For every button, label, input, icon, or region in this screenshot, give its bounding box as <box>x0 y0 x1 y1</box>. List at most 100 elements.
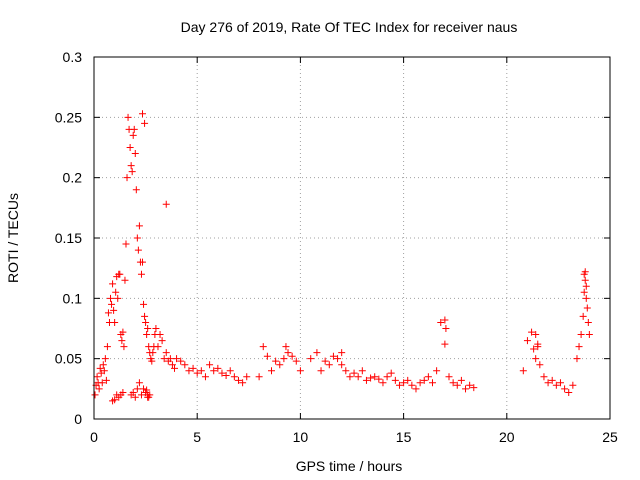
data-point <box>462 385 470 393</box>
data-point <box>582 282 590 290</box>
data-point <box>104 309 112 317</box>
data-point <box>121 276 129 284</box>
data-point <box>321 357 329 365</box>
data-point <box>416 379 424 387</box>
y-axis-label: ROTI / TECUs <box>5 193 21 283</box>
data-point <box>317 367 325 375</box>
data-point <box>109 280 117 288</box>
data-point <box>101 355 109 363</box>
data-point <box>119 388 127 396</box>
data-point <box>334 355 342 363</box>
data-point <box>532 331 540 339</box>
data-point <box>354 373 362 381</box>
y-tick-label: 0.15 <box>55 230 82 246</box>
data-point <box>449 379 457 387</box>
data-point <box>375 375 383 383</box>
data-point <box>239 379 247 387</box>
data-point <box>296 367 304 375</box>
data-point <box>145 393 153 401</box>
data-point <box>133 234 141 242</box>
data-point <box>98 379 106 387</box>
data-point <box>135 222 143 230</box>
data-point <box>193 369 201 377</box>
data-point <box>391 376 399 384</box>
data-point <box>272 357 280 365</box>
data-point <box>206 361 214 369</box>
data-point <box>129 388 137 396</box>
x-tick-label: 20 <box>499 429 515 445</box>
data-point <box>152 325 160 332</box>
data-point <box>137 391 145 399</box>
data-point <box>122 240 130 248</box>
data-point <box>358 367 366 375</box>
data-point <box>577 331 585 339</box>
data-point <box>185 367 193 375</box>
data-point <box>582 294 590 302</box>
data-point <box>342 367 350 375</box>
data-point <box>234 376 242 384</box>
data-point <box>130 125 138 133</box>
data-point <box>173 355 181 363</box>
x-tick-label: 10 <box>293 429 309 445</box>
x-axis: 0 5 10 15 20 25 <box>90 57 618 445</box>
data-point <box>127 162 135 170</box>
data-point <box>149 349 157 357</box>
data-point <box>259 343 267 351</box>
data-point <box>93 373 101 381</box>
data-point <box>120 343 128 351</box>
data-point <box>453 381 461 389</box>
data-point <box>111 318 119 326</box>
data-point <box>268 367 276 375</box>
data-point <box>280 355 288 363</box>
data-point <box>544 379 552 387</box>
data-point <box>437 318 445 326</box>
data-points <box>91 110 593 405</box>
chart-title: Day 276 of 2019, Rate Of TEC Index for r… <box>181 19 518 35</box>
data-point <box>367 374 375 382</box>
data-point <box>276 361 284 369</box>
data-point <box>379 379 387 387</box>
data-point <box>580 288 588 296</box>
data-point <box>102 376 110 384</box>
data-point <box>338 361 346 369</box>
data-point <box>133 385 141 393</box>
data-point <box>445 373 453 381</box>
data-point <box>168 361 176 369</box>
data-point <box>282 343 290 351</box>
data-point <box>143 331 151 339</box>
data-point <box>395 381 403 389</box>
data-point <box>263 352 271 360</box>
data-point <box>325 361 333 369</box>
data-point <box>569 381 577 389</box>
data-point <box>218 369 226 377</box>
data-point <box>428 379 436 387</box>
data-point <box>131 393 139 401</box>
data-point <box>292 357 300 365</box>
data-point <box>362 376 370 384</box>
data-point <box>103 343 111 351</box>
x-tick-label: 5 <box>193 429 201 445</box>
data-point <box>552 381 560 389</box>
data-point <box>530 345 538 353</box>
data-point <box>400 379 408 387</box>
data-point <box>585 331 593 339</box>
data-point <box>441 316 449 324</box>
data-point <box>383 373 391 381</box>
data-point <box>329 352 337 360</box>
data-point <box>408 381 416 389</box>
data-point <box>132 186 140 194</box>
data-point <box>561 385 569 393</box>
data-point <box>346 373 354 381</box>
data-point <box>111 396 119 404</box>
y-tick-label: 0 <box>74 411 82 427</box>
data-point <box>243 373 251 381</box>
data-point <box>210 367 218 375</box>
data-point <box>255 373 263 381</box>
y-axis: 0 0.05 0.1 0.15 0.2 0.25 0.3 <box>55 49 610 427</box>
y-tick-label: 0.3 <box>63 49 83 65</box>
data-point <box>214 364 222 372</box>
data-point <box>124 113 132 121</box>
data-point <box>575 343 583 351</box>
